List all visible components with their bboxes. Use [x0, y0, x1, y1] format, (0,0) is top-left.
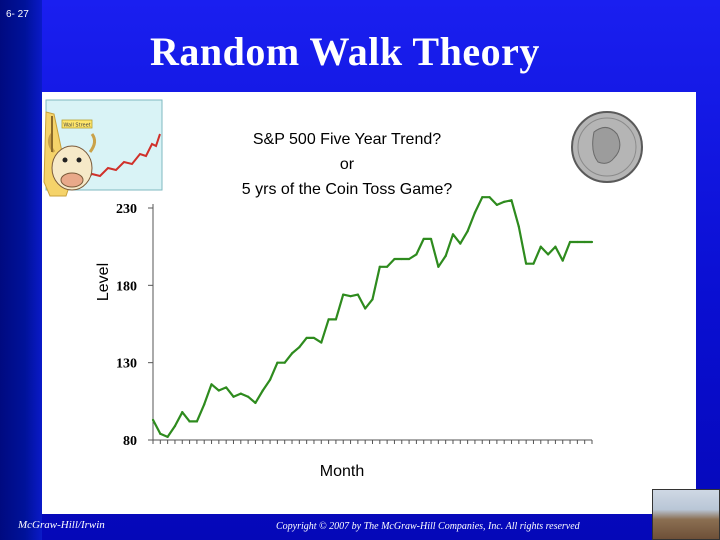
data-point	[247, 395, 250, 398]
data-point	[532, 262, 535, 265]
data-point	[327, 318, 330, 321]
data-point	[378, 265, 381, 268]
data-point	[276, 361, 279, 364]
data-point	[232, 395, 235, 398]
data-point	[525, 262, 528, 265]
y-tick-label: 80	[123, 434, 137, 449]
data-point	[459, 242, 462, 245]
data-point	[349, 295, 352, 298]
textbook-cover-icon	[652, 489, 720, 540]
data-point	[203, 403, 206, 406]
chart-panel: Wall Street S&P 500 Five Year Trend? or 5 …	[42, 92, 696, 514]
footer-copyright: Copyright © 2007 by The McGraw-Hill Comp…	[276, 521, 580, 532]
data-point	[151, 418, 155, 421]
data-point	[422, 237, 425, 241]
data-point	[495, 203, 498, 207]
svg-text:Wall Street: Wall Street	[63, 123, 90, 129]
data-point	[356, 293, 359, 296]
y-tick-label: 230	[116, 202, 137, 217]
slide-number: 6- 27	[6, 9, 29, 20]
y-axis-label: Level	[95, 263, 112, 301]
data-point	[217, 389, 220, 392]
data-point	[568, 240, 572, 244]
data-point	[364, 307, 367, 310]
data-point	[590, 240, 594, 244]
data-point	[481, 196, 484, 199]
y-tick-label: 180	[116, 279, 137, 294]
data-point	[561, 259, 564, 262]
chart-title-line: S&P 500 Five Year Trend?	[253, 131, 441, 148]
data-point	[554, 245, 557, 248]
data-point	[188, 420, 191, 423]
data-point	[437, 265, 440, 268]
data-point	[254, 401, 257, 404]
data-point	[539, 245, 542, 248]
data-point	[173, 424, 177, 428]
data-point	[466, 230, 469, 233]
data-point	[547, 253, 550, 256]
data-point	[393, 257, 396, 261]
data-point	[386, 265, 389, 268]
data-point	[312, 336, 316, 340]
data-point	[576, 240, 579, 244]
data-point	[503, 200, 506, 203]
data-point	[195, 420, 198, 423]
x-axis	[152, 439, 593, 444]
data-point	[268, 378, 272, 381]
series-line	[152, 196, 592, 438]
data-point	[407, 257, 411, 261]
data-point	[488, 196, 491, 199]
data-point	[290, 352, 294, 355]
quarter-coin-icon	[571, 111, 643, 183]
chart-title: S&P 500 Five Year Trend? or 5 yrs of the C…	[242, 131, 453, 198]
data-point	[415, 253, 418, 256]
data-point	[305, 336, 308, 340]
data-point	[473, 211, 477, 214]
data-point	[517, 225, 520, 228]
data-point	[342, 293, 345, 296]
y-tick-label: 130	[116, 357, 137, 372]
chart-title-line: 5 yrs of the Coin Toss Game?	[242, 181, 453, 198]
data-point	[283, 361, 286, 364]
chart-title-line: or	[340, 156, 355, 173]
y-axis: 80 130 180 230	[116, 202, 154, 449]
data-point	[451, 233, 455, 236]
data-point	[510, 199, 513, 202]
x-axis-label: Month	[320, 463, 364, 480]
series-line-group	[151, 196, 594, 439]
line-chart: Wall Street S&P 500 Five Year Trend? or 5 …	[43, 99, 643, 480]
data-point	[334, 318, 338, 321]
axis-labels: Month Level	[95, 263, 364, 480]
left-stripe	[0, 0, 42, 540]
footer-publisher: McGraw-Hill/Irwin	[18, 519, 105, 531]
data-point	[298, 346, 301, 349]
data-point	[159, 432, 162, 435]
data-point	[371, 298, 374, 301]
data-point	[320, 341, 323, 344]
data-point	[429, 237, 433, 241]
data-point	[444, 254, 447, 258]
data-point	[225, 386, 228, 389]
slide-title: Random Walk Theory	[150, 29, 540, 74]
data-point	[166, 435, 169, 439]
bull-mascot-icon: Wall Street	[43, 99, 163, 197]
data-point	[583, 240, 586, 244]
data-point	[239, 392, 242, 395]
data-point	[210, 383, 213, 386]
data-point	[261, 389, 264, 392]
data-point	[181, 411, 184, 414]
data-point	[400, 257, 403, 261]
